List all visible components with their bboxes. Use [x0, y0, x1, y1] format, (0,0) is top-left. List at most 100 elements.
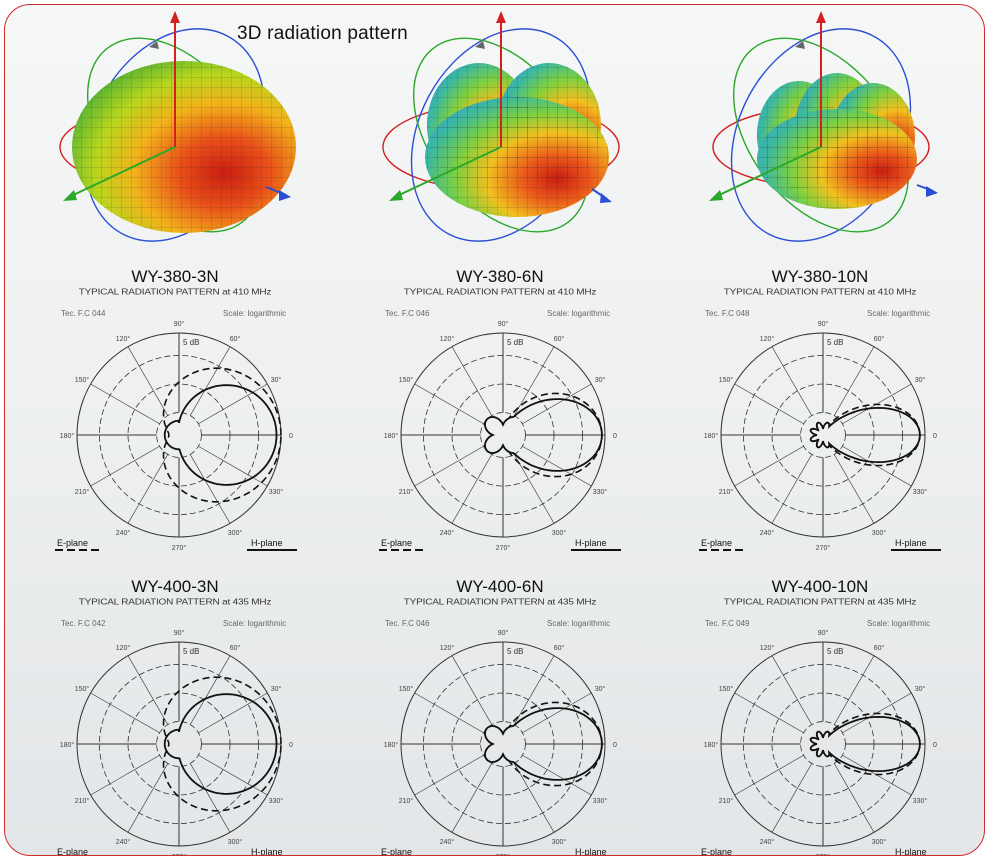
- polar-plot-380-10n: 0 30° 60° 90° 120° 150° 180° 210° 240° 270° 300° 33…: [699, 320, 941, 552]
- legend-h-plane: H-plane: [575, 847, 607, 856]
- legend-h-plane: H-plane: [251, 538, 283, 548]
- angle-label: 210°: [719, 797, 734, 805]
- angle-label: 180°: [60, 741, 75, 749]
- angle-label: 90°: [498, 320, 509, 328]
- angle-label: 60°: [230, 644, 241, 652]
- angle-label: 60°: [230, 335, 241, 343]
- angle-label: 60°: [554, 335, 565, 343]
- legend-h-plane: H-plane: [895, 847, 927, 856]
- polar-plot-400-3n: 0 30° 60° 90° 120° 150° 180° 210° 240° 270° 300° 33…: [57, 629, 293, 856]
- angle-label: 180°: [704, 741, 719, 749]
- angle-label: 210°: [399, 797, 414, 805]
- model-name-400-3n: WY-400-3N: [131, 577, 219, 596]
- ref-code: Tec. F.C 044: [61, 309, 106, 318]
- pattern-subtitle: TYPICAL RADIATION PATTERN at 410 MHz: [78, 287, 272, 298]
- legend-e-plane: E-plane: [381, 847, 412, 856]
- angle-label: 120°: [760, 644, 775, 652]
- scale-label: Scale: logarithmic: [547, 309, 611, 318]
- angle-label: 330°: [269, 797, 284, 805]
- angle-label: 270°: [496, 544, 511, 552]
- ref-code: Tec. F.C 046: [385, 619, 430, 628]
- ref-code: Tec. F.C 046: [385, 309, 430, 318]
- angle-label: 30°: [271, 376, 282, 384]
- model-name-400-10n: WY-400-10N: [771, 577, 869, 596]
- scale-label: Scale: logarithmic: [867, 309, 931, 318]
- model-name-400-6n: WY-400-6N: [456, 577, 544, 596]
- pattern-subtitle: TYPICAL RADIATION PATTERN at 435 MHz: [78, 597, 272, 608]
- angle-label: 330°: [593, 797, 608, 805]
- pattern-subtitle: TYPICAL RADIATION PATTERN at 410 MHz: [723, 287, 917, 298]
- angle-label: 150°: [399, 685, 414, 693]
- angle-label: 330°: [593, 488, 608, 496]
- angle-label: 300°: [228, 838, 243, 846]
- angle-label: 90°: [498, 629, 509, 637]
- scale-label: Scale: logarithmic: [223, 619, 287, 628]
- angle-label: 120°: [440, 644, 455, 652]
- polar-plot-380-6n: 0 30° 60° 90° 120° 150° 180° 210° 240° 270° 300° 33…: [379, 320, 621, 552]
- legend-h-plane: H-plane: [251, 847, 283, 856]
- angle-label: 150°: [719, 685, 734, 693]
- legend-e-plane: E-plane: [701, 538, 732, 548]
- angle-label: 210°: [399, 488, 414, 496]
- angle-label: 240°: [440, 838, 455, 846]
- angle-label: 60°: [874, 335, 885, 343]
- model-name-380-6n: WY-380-6N: [456, 267, 544, 286]
- gain-label: 5 dB: [507, 647, 523, 656]
- angle-label: 120°: [760, 335, 775, 343]
- angle-label: 0: [289, 433, 293, 440]
- angle-label: 210°: [75, 488, 90, 496]
- angle-label: 210°: [75, 797, 90, 805]
- angle-label: 0: [613, 433, 617, 440]
- angle-label: 0: [933, 742, 937, 749]
- 3d-pattern-380-6n: [382, 11, 620, 242]
- angle-label: 300°: [552, 529, 567, 537]
- ref-code: Tec. F.C 048: [705, 309, 750, 318]
- angle-label: 150°: [399, 376, 414, 384]
- angle-label: 150°: [719, 376, 734, 384]
- gain-label: 5 dB: [827, 647, 843, 656]
- angle-label: 180°: [704, 432, 719, 440]
- angle-label: 330°: [913, 488, 928, 496]
- angle-label: 120°: [116, 644, 131, 652]
- gain-label: 5 dB: [183, 338, 199, 347]
- angle-label: 90°: [818, 629, 829, 637]
- angle-label: 240°: [116, 838, 131, 846]
- angle-label: 60°: [874, 644, 885, 652]
- angle-label: 0: [613, 742, 617, 749]
- angle-label: 0: [933, 433, 937, 440]
- legend-h-plane: H-plane: [575, 538, 607, 548]
- angle-label: 150°: [75, 685, 90, 693]
- angle-label: 300°: [228, 529, 243, 537]
- angle-label: 30°: [915, 685, 926, 693]
- legend-e-plane: E-plane: [57, 847, 88, 856]
- angle-label: 180°: [384, 432, 399, 440]
- angle-label: 330°: [269, 488, 284, 496]
- angle-label: 150°: [75, 376, 90, 384]
- gain-label: 5 dB: [507, 338, 523, 347]
- angle-label: 60°: [554, 644, 565, 652]
- angle-label: 90°: [174, 629, 185, 637]
- angle-label: 270°: [496, 853, 511, 856]
- angle-label: 30°: [595, 376, 606, 384]
- model-name-380-10n: WY-380-10N: [771, 267, 869, 286]
- pattern-subtitle: TYPICAL RADIATION PATTERN at 435 MHz: [723, 597, 917, 608]
- gain-label: 5 dB: [183, 647, 199, 656]
- ref-code: Tec. F.C 049: [705, 619, 750, 628]
- pattern-subtitle: TYPICAL RADIATION PATTERN at 410 MHz: [403, 287, 597, 298]
- gain-label: 5 dB: [827, 338, 843, 347]
- legend-e-plane: E-plane: [701, 847, 732, 856]
- angle-label: 0: [289, 742, 293, 749]
- angle-label: 210°: [719, 488, 734, 496]
- angle-label: 240°: [760, 838, 775, 846]
- page-title: 3D radiation pattern: [237, 23, 408, 44]
- angle-label: 300°: [552, 838, 567, 846]
- polar-plot-400-6n: 0 30° 60° 90° 120° 150° 180° 210° 240° 270° 300° 33…: [381, 629, 617, 856]
- angle-label: 180°: [60, 432, 75, 440]
- angle-label: 30°: [595, 685, 606, 693]
- angle-label: 270°: [816, 853, 831, 856]
- figure-frame: 3D radiation pattern: [4, 4, 985, 856]
- angle-label: 90°: [174, 320, 185, 328]
- legend-e-plane: E-plane: [381, 538, 412, 548]
- model-name-380-3n: WY-380-3N: [131, 267, 219, 286]
- angle-label: 270°: [172, 544, 187, 552]
